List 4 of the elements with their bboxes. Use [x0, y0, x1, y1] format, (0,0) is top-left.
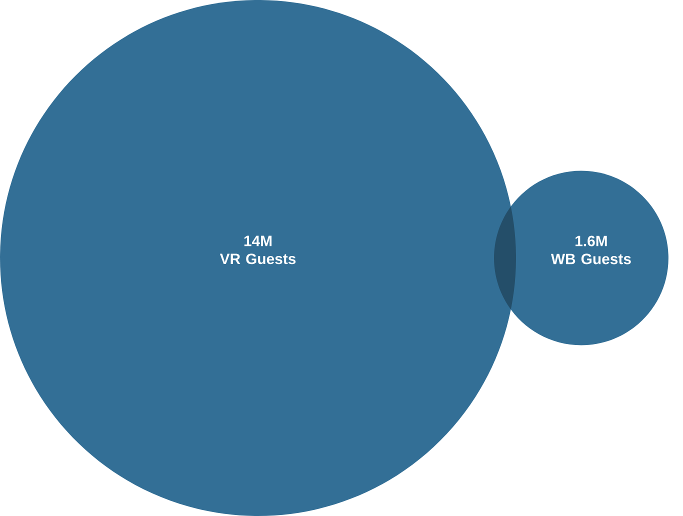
data-label: 1.6M — [576, 236, 607, 246]
category-label: WB Guests — [550, 254, 631, 264]
category-label: VR Guests — [220, 254, 296, 264]
data-label: 14M — [244, 236, 272, 246]
